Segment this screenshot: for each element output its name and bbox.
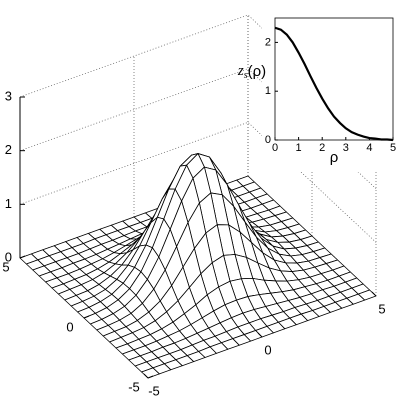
profile-line [274, 26, 394, 142]
x-tick [371, 291, 377, 297]
y-tick [19, 255, 26, 259]
x-tick-label: 0 [264, 342, 271, 357]
y-label-base: z [237, 63, 244, 79]
x-tick-label: 5 [378, 301, 385, 316]
z-tick-label: 3 [5, 88, 12, 103]
x-tick-label: 2 [319, 142, 325, 154]
x-tick-label: 4 [366, 142, 372, 154]
y-tick [83, 315, 90, 319]
z-tick-label: 0 [5, 249, 12, 264]
y-label-sub: s [244, 70, 248, 81]
y-tick [147, 375, 154, 379]
x-tick-label: 1 [296, 142, 302, 154]
inset-x-label: ρ [330, 149, 339, 166]
inset-plot: ρ 0 1 2 3 4 5 0 1 2 zs(ρ) [237, 10, 398, 172]
y-tick-label: 0 [66, 319, 73, 334]
y-tick-label: -5 [128, 379, 140, 394]
z-tick-label: 2 [5, 142, 12, 157]
y-tick-label: 0 [265, 134, 271, 146]
x-tick-label: 3 [343, 142, 349, 154]
inset-y-label: zs(ρ) [237, 63, 266, 81]
y-tick-label: 2 [265, 36, 271, 48]
x-tick-label: -5 [148, 383, 160, 398]
y-label-rest: (ρ) [248, 63, 267, 80]
x-tick-label: 5 [390, 142, 396, 154]
y-tick-label: 1 [265, 85, 271, 97]
inset-axes-box [274, 17, 394, 141]
x-tick-label: 0 [272, 142, 278, 154]
x-tick [257, 332, 263, 338]
y-tick-label: 5 [2, 259, 9, 274]
z-tick-label: 1 [5, 196, 12, 211]
x-tick [143, 373, 149, 379]
